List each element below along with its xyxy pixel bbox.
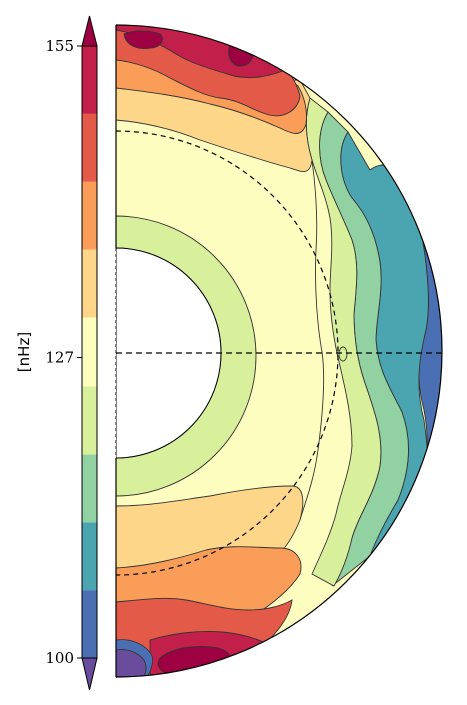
contour-line-interior-right [299, 159, 325, 521]
colorbar-extend-top [81, 15, 98, 47]
contour-spot-north-max-2 [228, 39, 254, 67]
colorbar-label: [nHz] [15, 332, 33, 372]
colorbar-segment [82, 46, 97, 114]
colorbar-tick-label: 127 [45, 349, 74, 367]
outer-boundary [115, 24, 443, 678]
colorbar-segment [82, 317, 97, 387]
colorbar-ticks: 100 127 155 [45, 37, 82, 667]
colorbar-extend-bottom [81, 657, 98, 691]
colorbar-segments [82, 46, 97, 658]
overlays [115, 24, 443, 678]
contour-band-lightgreen [305, 97, 382, 587]
colorbar-segment [82, 454, 97, 523]
contour-spot-north-max [123, 30, 163, 49]
tachocline-dashed-circle [115, 130, 339, 576]
colorbar-segment [82, 249, 97, 318]
colorbar-segment [82, 386, 97, 455]
contour-spot-south-pole-low-2 [116, 639, 153, 677]
colorbar-segment [82, 522, 97, 591]
colorbar-tick-label: 100 [45, 649, 74, 667]
colorbar-segment [82, 590, 97, 658]
colorbar-segment [82, 181, 97, 250]
colorbar-segment [82, 113, 97, 182]
contour-blob-equator [338, 346, 348, 362]
colorbar: 100 127 155 [nHz] [15, 15, 98, 691]
colorbar-tick-label: 155 [45, 37, 74, 55]
